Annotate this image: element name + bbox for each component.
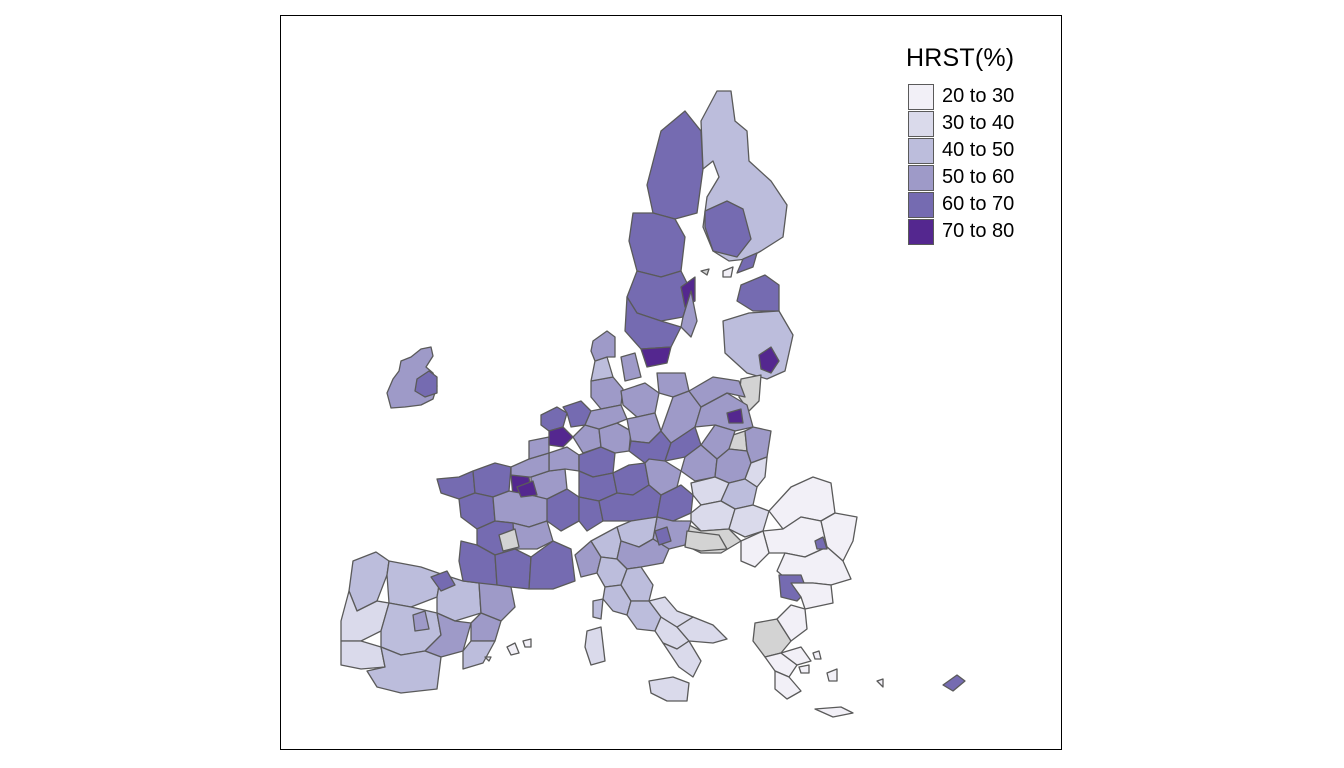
region[interactable]: [548, 446, 580, 472]
region[interactable]: [644, 458, 682, 496]
legend-swatch: [908, 110, 934, 137]
legend-label: 30 to 40: [942, 112, 1015, 134]
france: [436, 436, 580, 590]
legend-label: 40 to 50: [942, 139, 1015, 161]
region[interactable]: [366, 646, 442, 694]
legend-label: 50 to 60: [942, 166, 1015, 188]
region[interactable]: [494, 548, 532, 590]
legend-item: 50 to 60: [906, 164, 1056, 191]
region[interactable]: [722, 310, 794, 380]
region[interactable]: [690, 500, 736, 532]
region[interactable]: [648, 676, 690, 702]
region[interactable]: [590, 330, 616, 362]
region[interactable]: [628, 212, 686, 278]
region[interactable]: [740, 530, 770, 568]
region[interactable]: [430, 570, 456, 592]
region[interactable]: [646, 110, 704, 220]
region[interactable]: [648, 596, 694, 628]
legend-title: HRST(%): [906, 44, 1015, 72]
region[interactable]: [640, 346, 672, 368]
region[interactable]: [654, 526, 672, 546]
region[interactable]: [458, 540, 498, 586]
region[interactable]: [790, 582, 834, 610]
map-frame: HRST(%) 20 to 30 30 to 40 40 to 50 50 to…: [280, 15, 1062, 750]
legend-label: 60 to 70: [942, 193, 1015, 215]
region[interactable]: [506, 642, 520, 656]
region[interactable]: [736, 274, 780, 312]
legend-label: 70 to 80: [942, 220, 1015, 242]
iberia: [340, 551, 516, 694]
region[interactable]: [722, 266, 734, 278]
region[interactable]: [484, 656, 492, 662]
legend-swatch: [908, 137, 934, 164]
region[interactable]: [522, 638, 532, 648]
balkans: [684, 530, 966, 718]
region[interactable]: [624, 296, 682, 350]
region[interactable]: [826, 668, 838, 682]
region[interactable]: [736, 252, 758, 274]
ireland: [386, 346, 438, 409]
legend-item: 20 to 30: [906, 83, 1056, 110]
region[interactable]: [424, 612, 472, 658]
region[interactable]: [548, 426, 574, 448]
region[interactable]: [590, 376, 624, 410]
region[interactable]: [498, 528, 520, 552]
italy: [574, 526, 728, 702]
region[interactable]: [528, 540, 576, 590]
region[interactable]: [688, 376, 746, 408]
legend-swatch: [908, 218, 934, 245]
legend-swatch: [908, 83, 934, 110]
region[interactable]: [776, 604, 808, 642]
region[interactable]: [340, 640, 386, 670]
region[interactable]: [726, 408, 744, 424]
region[interactable]: [414, 370, 438, 398]
region[interactable]: [942, 674, 966, 692]
region[interactable]: [684, 530, 728, 552]
legend-label: 20 to 30: [942, 85, 1015, 107]
region[interactable]: [876, 678, 884, 688]
legend-item: 40 to 50: [906, 137, 1056, 164]
legend-item: 70 to 80: [906, 218, 1056, 245]
region[interactable]: [516, 480, 538, 498]
region[interactable]: [758, 346, 780, 374]
legend-item: 60 to 70: [906, 191, 1056, 218]
nordics: [624, 90, 794, 452]
legend-swatch: [908, 191, 934, 218]
legend-item: 30 to 40: [906, 110, 1056, 137]
region[interactable]: [704, 200, 752, 258]
region[interactable]: [798, 664, 810, 674]
region[interactable]: [662, 640, 702, 678]
map-legend: HRST(%) 20 to 30 30 to 40 40 to 50 50 to…: [906, 44, 1056, 245]
region[interactable]: [774, 670, 802, 700]
region[interactable]: [528, 436, 550, 460]
region[interactable]: [780, 646, 812, 666]
region[interactable]: [412, 610, 430, 632]
region[interactable]: [386, 560, 442, 608]
region[interactable]: [620, 352, 642, 382]
choropleth-map: [340, 90, 966, 718]
region[interactable]: [578, 496, 604, 532]
islands: [484, 266, 884, 688]
region[interactable]: [584, 626, 606, 666]
region[interactable]: [620, 382, 660, 418]
region[interactable]: [584, 404, 628, 430]
region[interactable]: [812, 650, 822, 660]
region[interactable]: [700, 268, 710, 276]
legend-swatch: [908, 164, 934, 191]
region[interactable]: [592, 598, 604, 620]
region[interactable]: [680, 290, 698, 338]
region[interactable]: [462, 640, 496, 670]
region[interactable]: [814, 536, 828, 550]
region[interactable]: [814, 706, 854, 718]
